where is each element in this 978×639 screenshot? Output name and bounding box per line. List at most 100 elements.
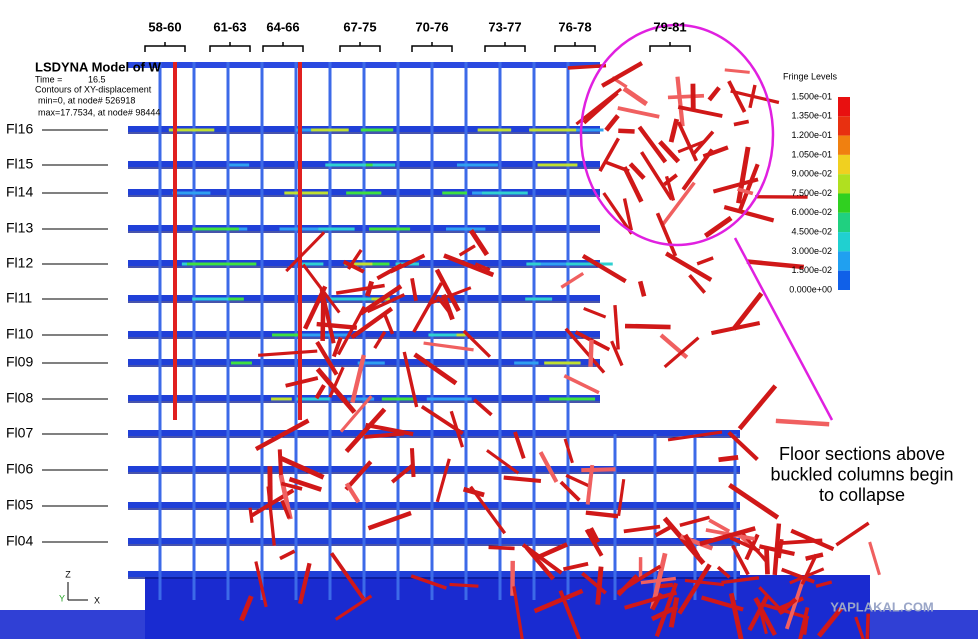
floor-label: Fl07 [6, 425, 33, 441]
debris-piece [730, 89, 780, 105]
debris-piece [458, 244, 476, 257]
debris-piece [613, 304, 620, 350]
floor-label: Fl16 [6, 121, 33, 137]
legend-label: 1.200e-01 [791, 130, 832, 140]
debris-piece [654, 525, 671, 538]
debris-piece [474, 262, 491, 272]
debris-piece [683, 533, 701, 558]
debris-piece [640, 576, 677, 585]
debris [239, 61, 881, 639]
debris-piece [696, 256, 714, 266]
debris-piece [344, 482, 361, 504]
column-label: 79-81 [653, 19, 686, 34]
debris-piece [535, 542, 569, 561]
debris-piece [339, 395, 373, 433]
floor-label: Fl10 [6, 326, 33, 342]
debris-piece [503, 475, 542, 484]
debris-piece [668, 118, 680, 143]
debris-piece [708, 518, 731, 534]
floor-label: Fl13 [6, 220, 33, 236]
debris-piece [664, 251, 713, 282]
debris-piece [775, 418, 830, 427]
column-label: 76-78 [558, 19, 591, 34]
debris-piece [277, 449, 284, 476]
debris-piece [583, 307, 607, 319]
debris-piece [744, 533, 760, 561]
floor-label: Fl08 [6, 390, 33, 406]
debris-piece [604, 114, 620, 132]
debris-piece [650, 604, 679, 622]
legend-label: 1.500e-01 [791, 91, 832, 101]
debris-piece [677, 563, 712, 615]
debris-piece [737, 384, 778, 431]
debris-piece [655, 212, 678, 257]
debris-piece [565, 473, 591, 488]
debris-piece [623, 524, 661, 534]
debris-piece [285, 376, 319, 388]
debris-piece [347, 248, 363, 270]
debris-piece [584, 528, 604, 557]
debris-piece [373, 330, 387, 350]
callout-line [733, 237, 834, 421]
axis-label: Y [59, 593, 65, 603]
debris-piece [637, 280, 647, 297]
debris-piece [588, 339, 594, 367]
debris-piece [710, 320, 761, 336]
debris-piece [595, 566, 604, 605]
debris-piece [600, 61, 643, 88]
debris-piece [661, 181, 696, 226]
floor-label: Fl06 [6, 461, 33, 477]
debris-piece [618, 128, 635, 134]
debris-piece [707, 86, 721, 102]
legend-swatch [838, 193, 850, 213]
debris-piece [423, 341, 474, 352]
debris-piece [581, 571, 607, 595]
floor-label: Fl12 [6, 255, 33, 271]
debris-piece [468, 228, 490, 257]
debris-piece [469, 485, 507, 535]
debris-piece [563, 374, 600, 395]
debris-piece [279, 549, 296, 561]
debris-piece [365, 422, 414, 437]
debris-piece [688, 274, 707, 294]
debris-piece [781, 567, 815, 584]
debris-piece [441, 293, 455, 321]
debris-piece [329, 552, 366, 601]
debris-piece [659, 333, 689, 359]
debris-piece [280, 499, 291, 519]
debris-piece [658, 140, 681, 164]
legend-swatch [838, 116, 850, 136]
debris-piece [728, 592, 744, 639]
column-brace [484, 42, 526, 52]
debris-piece [488, 545, 515, 551]
floor-slab [128, 538, 740, 544]
debris-piece [336, 305, 366, 356]
floor-label: Fl04 [6, 533, 33, 549]
debris-piece [391, 463, 414, 484]
debris-piece [777, 539, 784, 559]
debris-piece [559, 480, 581, 502]
debris-piece [622, 86, 648, 107]
debris-piece [798, 606, 810, 639]
debris-piece [668, 596, 680, 628]
debris-piece [664, 175, 676, 201]
debris-piece [727, 430, 759, 461]
debris-piece [622, 198, 633, 231]
debris-piece [435, 458, 451, 503]
debris-piece [657, 582, 674, 589]
debris-piece [367, 510, 412, 531]
column-brace [554, 42, 596, 52]
debris-piece [712, 177, 759, 194]
debris-piece [721, 576, 760, 585]
debris-piece [434, 268, 461, 313]
debris-piece [473, 398, 493, 417]
debris-piece [344, 460, 373, 491]
debris-piece [239, 595, 254, 622]
debris-piece [784, 576, 806, 630]
debris-piece [617, 106, 660, 119]
floor-slab [128, 466, 740, 472]
debris-piece [567, 63, 607, 70]
debris-piece [746, 259, 805, 270]
